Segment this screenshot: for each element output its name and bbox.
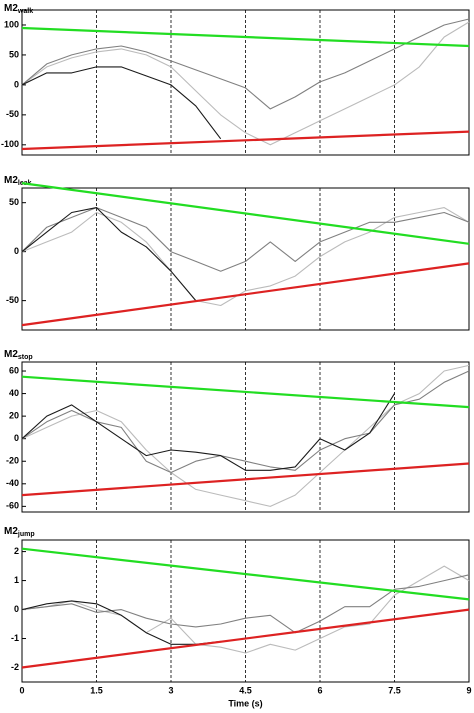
bound-line xyxy=(21,547,470,601)
x-tick-label: 4.5 xyxy=(239,685,252,695)
x-axis-label: Time (s) xyxy=(228,698,262,708)
y-tick-label: -2 xyxy=(11,662,19,672)
trace xyxy=(21,66,222,140)
trace xyxy=(21,565,470,654)
y-tick-label: -60 xyxy=(6,501,19,511)
y-tick-label: 0 xyxy=(14,79,19,89)
panel-title: M2leak xyxy=(4,175,32,187)
title-main: M2 xyxy=(4,3,18,14)
y-tick-label: -20 xyxy=(6,456,19,466)
trace xyxy=(21,207,197,301)
bound-line xyxy=(21,130,470,151)
title-sub: walk xyxy=(17,8,33,15)
trace xyxy=(21,364,470,507)
title-main: M2 xyxy=(4,175,18,186)
trace xyxy=(21,21,470,146)
panel-title: M2walk xyxy=(4,3,33,15)
bound-line xyxy=(21,26,470,48)
trace xyxy=(21,600,221,645)
trace xyxy=(21,574,470,634)
y-tick-label: 2 xyxy=(14,546,19,556)
y-tick-label: 50 xyxy=(9,197,19,207)
y-tick-label: 100 xyxy=(4,19,19,29)
bound-line xyxy=(21,262,470,327)
y-tick-label: 1 xyxy=(14,575,19,585)
panel-title: M2jump xyxy=(4,526,35,538)
y-tick-label: 60 xyxy=(9,365,19,375)
title-main: M2 xyxy=(4,349,18,360)
x-tick-label: 6 xyxy=(317,685,322,695)
x-tick-label: 0 xyxy=(19,685,24,695)
y-tick-label: 50 xyxy=(9,49,19,59)
y-tick-label: 20 xyxy=(9,411,19,421)
trace xyxy=(21,393,395,471)
x-tick-label: 9 xyxy=(466,685,471,695)
y-tick-label: 0 xyxy=(14,433,19,443)
title-sub: stop xyxy=(18,354,33,361)
bound-line xyxy=(21,182,470,245)
bound-line xyxy=(21,375,470,409)
title-sub: jump xyxy=(17,531,35,538)
panel-title: M2stop xyxy=(4,349,33,361)
x-tick-label: 1.5 xyxy=(90,685,103,695)
bound-line xyxy=(21,462,470,497)
y-tick-label: -100 xyxy=(1,139,19,149)
trace xyxy=(21,207,470,307)
y-tick-label: 0 xyxy=(14,246,19,256)
y-tick-label: -50 xyxy=(6,295,19,305)
bound-line xyxy=(21,608,470,669)
trace xyxy=(21,18,470,110)
y-tick-label: -40 xyxy=(6,478,19,488)
y-tick-label: -1 xyxy=(11,633,19,643)
x-tick-label: 3 xyxy=(168,685,173,695)
title-main: M2 xyxy=(4,526,18,537)
y-tick-label: 40 xyxy=(9,388,19,398)
y-tick-label: 0 xyxy=(14,604,19,614)
y-tick-label: -50 xyxy=(6,109,19,119)
x-tick-label: 7.5 xyxy=(388,685,401,695)
